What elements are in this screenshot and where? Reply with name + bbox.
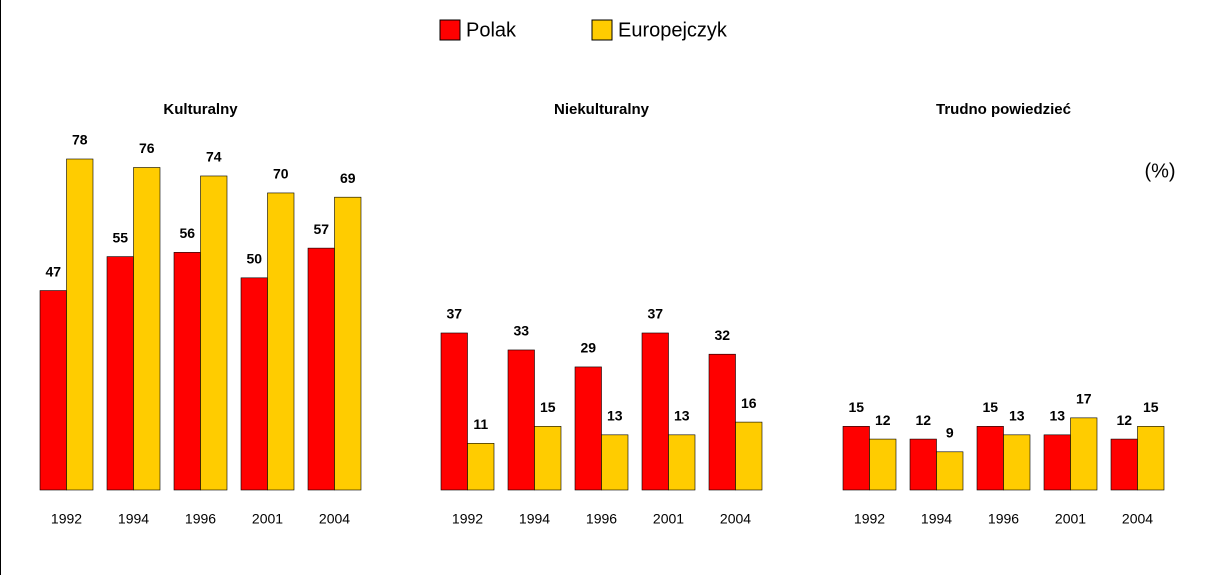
x-tick-label: 1992 [51, 511, 82, 527]
x-tick-label: 1996 [586, 511, 617, 527]
value-label: 55 [112, 229, 128, 245]
bar [869, 438, 897, 491]
bar [39, 290, 67, 491]
value-label: 13 [607, 408, 623, 424]
value-label: 70 [273, 166, 289, 182]
value-label: 12 [1116, 412, 1132, 428]
value-label: 13 [1049, 408, 1065, 424]
bar [735, 421, 763, 491]
panel-title: Kulturalny [163, 101, 238, 118]
legend-swatch [591, 19, 613, 41]
value-label: 12 [875, 412, 891, 428]
value-label: 37 [647, 306, 663, 322]
value-label: 12 [915, 412, 931, 428]
value-label: 11 [473, 416, 488, 432]
x-tick-label: 2004 [319, 511, 350, 527]
legend-label: Polak [466, 19, 517, 41]
value-label: 37 [446, 306, 462, 322]
x-tick-label: 2001 [252, 511, 283, 527]
bar [66, 158, 94, 491]
value-label: 32 [714, 327, 730, 343]
bar [1003, 434, 1031, 491]
value-label: 74 [206, 149, 222, 165]
bar [842, 426, 870, 491]
value-label: 47 [45, 263, 61, 279]
value-label: 13 [1009, 408, 1025, 424]
value-label: 69 [340, 170, 356, 186]
value-label: 16 [741, 395, 757, 411]
value-label: 29 [580, 340, 596, 356]
panel-title: Trudno powiedzieć [936, 101, 1071, 118]
annotation: (%) [1144, 160, 1175, 182]
value-label: 78 [72, 132, 88, 148]
bar [133, 167, 161, 491]
bar [534, 426, 562, 491]
x-tick-label: 1994 [921, 511, 952, 527]
bar [641, 332, 669, 491]
legend-label: Europejczyk [618, 19, 728, 41]
value-label: 15 [848, 399, 864, 415]
x-tick-label: 2001 [653, 511, 684, 527]
bar [467, 443, 495, 491]
bar [976, 426, 1004, 491]
value-label: 13 [674, 408, 690, 424]
value-label: 15 [540, 399, 556, 415]
value-label: 15 [982, 399, 998, 415]
value-label: 15 [1143, 399, 1159, 415]
x-tick-label: 1994 [118, 511, 149, 527]
bar [173, 252, 201, 491]
bar [240, 277, 268, 491]
bar [334, 196, 362, 491]
bar [106, 256, 134, 491]
bar [1137, 426, 1165, 491]
value-label: 56 [179, 225, 195, 241]
value-label: 50 [246, 251, 262, 267]
bar [936, 451, 964, 491]
bar [668, 434, 696, 491]
bar [200, 175, 228, 491]
bar [1110, 438, 1138, 491]
value-label: 76 [139, 140, 155, 156]
x-tick-label: 2004 [720, 511, 751, 527]
x-tick-label: 1992 [452, 511, 483, 527]
bar [708, 353, 736, 491]
x-tick-label: 2001 [1055, 511, 1086, 527]
bar [307, 247, 335, 491]
x-tick-label: 1992 [854, 511, 885, 527]
bar [267, 192, 295, 491]
x-tick-label: 2004 [1122, 511, 1153, 527]
bar [440, 332, 468, 491]
bar [574, 366, 602, 491]
bar [507, 349, 535, 491]
bar [1043, 434, 1071, 491]
bar [601, 434, 629, 491]
bar [909, 438, 937, 491]
value-label: 57 [313, 221, 329, 237]
legend-swatch [439, 19, 461, 41]
value-label: 9 [946, 425, 954, 441]
value-label: 33 [513, 323, 529, 339]
panel-title: Niekulturalny [554, 101, 650, 118]
x-tick-label: 1994 [519, 511, 550, 527]
x-tick-label: 1996 [988, 511, 1019, 527]
x-tick-label: 1996 [185, 511, 216, 527]
bar [1070, 417, 1098, 491]
value-label: 17 [1076, 391, 1092, 407]
